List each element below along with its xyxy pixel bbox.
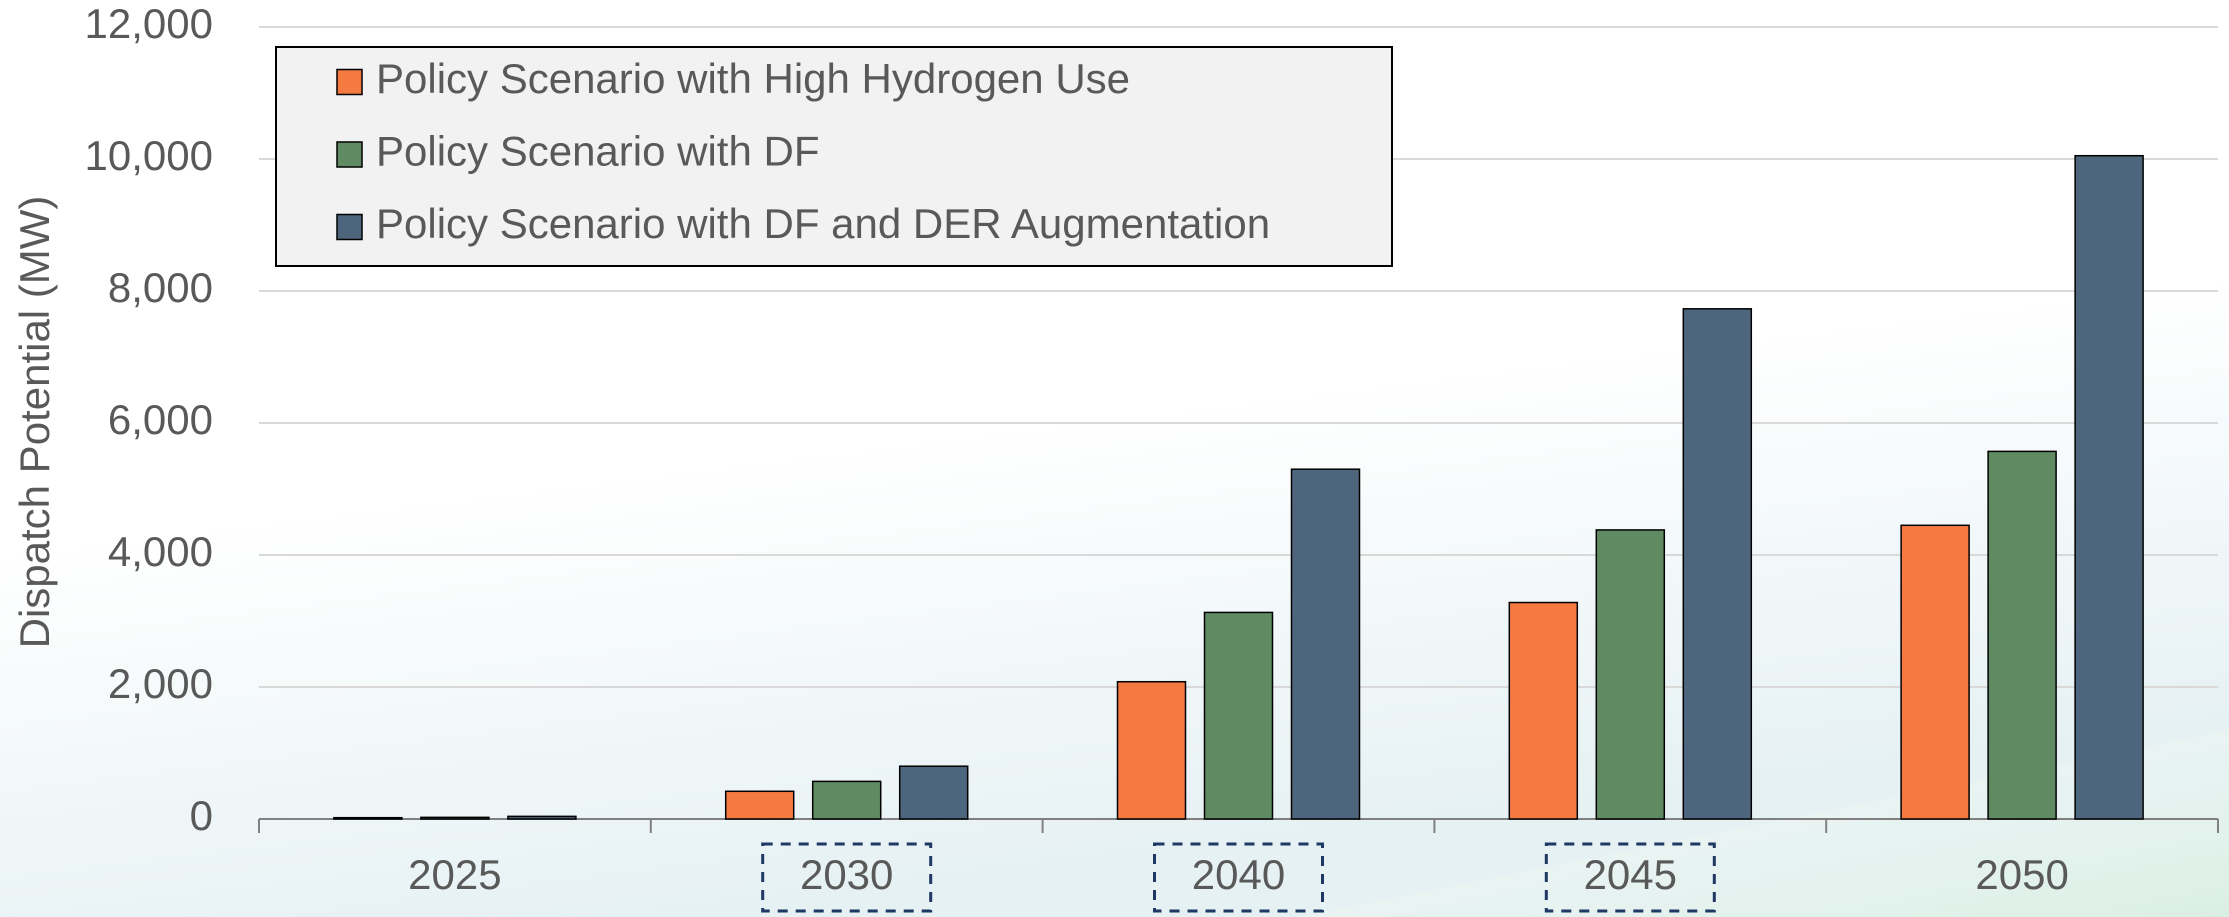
x-tick-label: 2030	[800, 851, 893, 898]
y-tick-label: 2,000	[108, 660, 213, 707]
legend-swatch	[336, 141, 363, 168]
y-tick-label: 8,000	[108, 264, 213, 311]
x-tick-label: 2025	[408, 851, 501, 898]
bar	[333, 816, 403, 820]
bar	[1900, 524, 1970, 820]
bar	[724, 790, 795, 820]
legend-label: Policy Scenario with DF and DER Augmenta…	[376, 200, 1270, 247]
y-tick-label: 6,000	[108, 396, 213, 443]
bar	[1290, 468, 1361, 820]
bar	[1116, 680, 1187, 820]
bar	[1987, 450, 2057, 820]
bar	[811, 780, 882, 820]
legend-box	[275, 46, 1393, 267]
legend-label: Policy Scenario with High Hydrogen Use	[376, 55, 1130, 102]
y-tick-label: 0	[190, 792, 213, 839]
x-tick-label: 2045	[1584, 851, 1677, 898]
y-tick-label: 10,000	[85, 132, 213, 179]
bar	[1203, 611, 1274, 820]
y-axis-label: Dispatch Potential (MW)	[11, 196, 58, 649]
legend-swatch	[336, 213, 363, 241]
bar	[1682, 308, 1753, 820]
bar	[1508, 601, 1579, 820]
category-highlight	[1153, 842, 1324, 913]
y-tick-label: 12,000	[85, 0, 213, 47]
legend-swatch	[336, 68, 363, 96]
x-tick-label: 2050	[1975, 851, 2068, 898]
y-tick-label: 4,000	[108, 528, 213, 575]
bar	[507, 815, 577, 820]
x-tick-label: 2040	[1192, 851, 1285, 898]
category-highlight	[761, 842, 933, 913]
bar	[2074, 154, 2144, 820]
bar	[898, 765, 969, 820]
category-highlight	[1544, 842, 1716, 913]
legend-label: Policy Scenario with DF	[376, 128, 819, 175]
bar	[1595, 529, 1666, 820]
bar	[420, 816, 490, 820]
